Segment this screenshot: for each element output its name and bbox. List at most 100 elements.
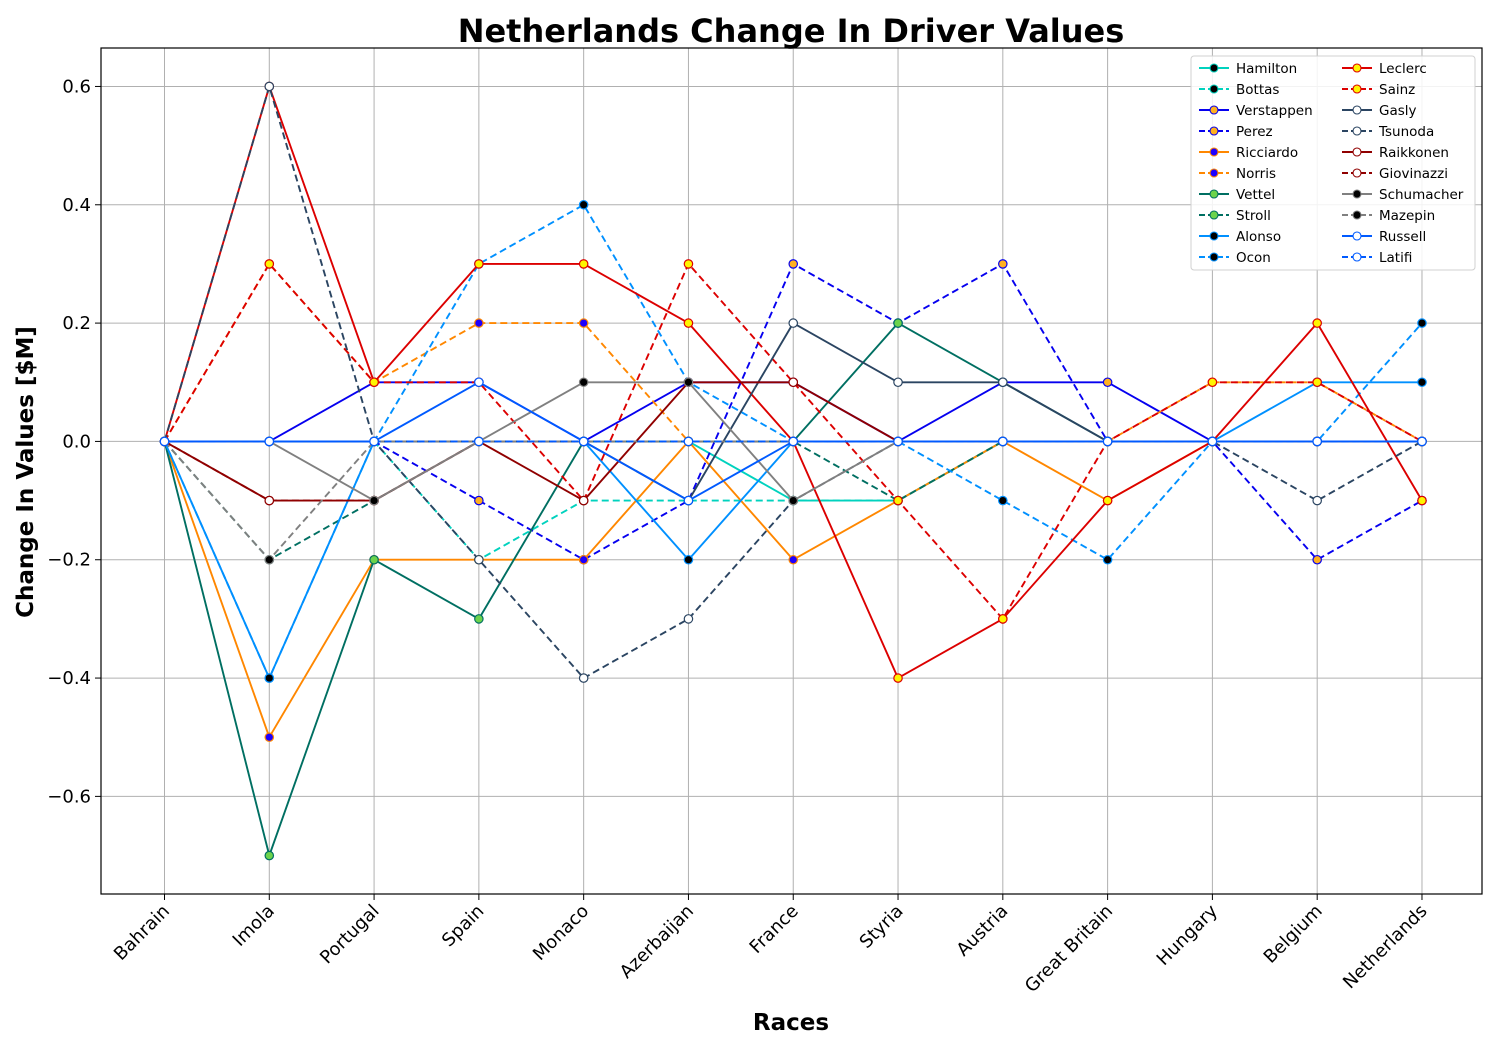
x-tick-label: Styria — [856, 901, 908, 953]
legend-swatch-marker — [1352, 168, 1362, 178]
legend-swatch-marker — [1352, 189, 1362, 199]
y-tick-label: −0.2 — [47, 550, 91, 571]
data-point — [369, 436, 379, 447]
legend-swatch-marker — [1209, 84, 1219, 94]
data-point — [788, 436, 799, 447]
legend-label: Verstappen — [1236, 103, 1313, 119]
y-tick-label: 0.6 — [62, 76, 91, 97]
legend-entry: Gasly — [1342, 103, 1417, 119]
data-point — [683, 614, 694, 624]
legend-swatch-marker — [1209, 252, 1219, 262]
data-point — [788, 259, 799, 269]
legend-swatch-marker — [1209, 147, 1219, 157]
data-point — [683, 495, 694, 506]
y-axis-label: Change In Values [$M] — [13, 326, 39, 618]
x-tick-label: Netherlands — [1339, 901, 1431, 993]
legend-swatch-marker — [1352, 252, 1362, 262]
legend-swatch-marker — [1352, 126, 1362, 136]
legend-swatch-marker — [1209, 189, 1219, 199]
data-point — [369, 377, 379, 388]
data-point — [264, 436, 275, 447]
data-point — [1312, 377, 1322, 388]
legend-swatch-marker — [1209, 105, 1219, 115]
y-tick-label: 0.0 — [62, 431, 91, 452]
data-point — [1102, 436, 1113, 447]
legend-swatch-marker — [1209, 231, 1219, 241]
y-tick-label: −0.6 — [47, 786, 91, 807]
legend-label: Leclerc — [1379, 61, 1427, 77]
legend-label: Gasly — [1379, 103, 1417, 119]
legend-entry: Tsunoda — [1342, 124, 1434, 140]
legend-entry: Latifi — [1342, 250, 1412, 266]
data-point — [998, 495, 1008, 506]
y-tick-label: 0.2 — [62, 313, 91, 334]
legend-entry: Ricciardo — [1199, 145, 1298, 161]
legend-label: Giovinazzi — [1379, 166, 1448, 182]
data-point — [578, 554, 589, 565]
legend-entry: Russell — [1342, 229, 1426, 245]
x-tick-label: Belgium — [1260, 901, 1327, 968]
data-point — [1417, 436, 1427, 447]
data-point — [578, 673, 589, 683]
data-point — [893, 377, 903, 388]
legend-label: Ricciardo — [1236, 145, 1298, 161]
x-axis-label: Races — [753, 1010, 829, 1036]
x-tick-label: Azerbaijan — [616, 901, 698, 983]
legend-label: Tsunoda — [1378, 124, 1434, 140]
legend-box — [1190, 55, 1476, 271]
data-point — [893, 436, 903, 447]
legend-label: Schumacher — [1379, 187, 1464, 203]
x-tick-label: Monaco — [529, 901, 593, 965]
data-point — [998, 436, 1008, 447]
data-point — [369, 495, 379, 506]
legend-entry: Perez — [1199, 124, 1273, 140]
data-point — [1207, 377, 1218, 388]
data-point — [1102, 495, 1113, 506]
data-point — [893, 673, 903, 683]
x-tick-label: France — [746, 901, 803, 958]
legend-label: Mazepin — [1379, 208, 1435, 224]
legend-label: Vettel — [1236, 187, 1275, 203]
legend-entry: Hamilton — [1199, 61, 1297, 77]
legend-swatch-marker — [1352, 84, 1362, 94]
y-tick-label: −0.4 — [47, 668, 91, 689]
y-tick-label: 0.4 — [62, 195, 91, 216]
data-point — [788, 495, 799, 506]
data-point — [683, 318, 694, 328]
data-point — [264, 673, 275, 683]
legend-swatch-marker — [1352, 147, 1362, 157]
data-point — [578, 436, 589, 447]
legend-swatch-marker — [1352, 63, 1362, 73]
plot-frame — [100, 47, 1483, 895]
x-tick-label: Spain — [438, 901, 488, 951]
x-tick-label: Great Britain — [1021, 901, 1117, 997]
data-point — [474, 614, 484, 624]
series-lines — [159, 81, 1427, 861]
legend-label: Hamilton — [1236, 61, 1297, 77]
data-point — [578, 199, 589, 210]
data-point — [893, 495, 903, 506]
data-point — [1102, 377, 1113, 388]
legend-label: Bottas — [1236, 82, 1279, 98]
data-point — [578, 495, 589, 506]
legend-entry: Ocon — [1199, 250, 1271, 266]
data-point — [264, 554, 275, 565]
data-point — [788, 318, 799, 328]
x-tick-label: Bahrain — [110, 901, 174, 965]
chart-title: Netherlands Change In Driver Values — [458, 12, 1125, 50]
data-point — [998, 377, 1008, 388]
data-point — [264, 850, 275, 861]
legend-label: Latifi — [1379, 250, 1412, 266]
data-point — [1102, 554, 1113, 565]
data-point — [683, 436, 694, 447]
legend-label: Ocon — [1236, 250, 1271, 266]
legend-entry: Giovinazzi — [1342, 166, 1448, 182]
data-point — [578, 259, 589, 269]
data-point — [683, 259, 694, 269]
legend-swatch-marker — [1209, 168, 1219, 178]
x-tick-label: Hungary — [1153, 900, 1222, 969]
data-point — [474, 377, 484, 388]
data-point — [474, 554, 484, 565]
legend-label: Raikkonen — [1379, 145, 1449, 161]
